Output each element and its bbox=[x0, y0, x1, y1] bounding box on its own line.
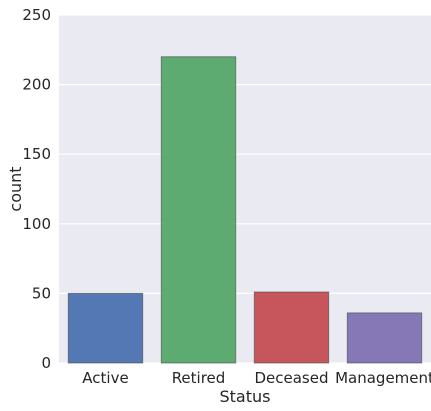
x-tick-label: Retired bbox=[172, 369, 226, 387]
bar-deceased bbox=[253, 291, 330, 364]
bar-management bbox=[346, 312, 423, 364]
x-tick-label: Active bbox=[82, 369, 128, 387]
x-tick-label: Deceased bbox=[254, 369, 328, 387]
bar-retired bbox=[160, 56, 237, 364]
bar-active bbox=[67, 292, 144, 364]
y-tick-label: 100 bbox=[22, 215, 51, 233]
bars bbox=[67, 56, 423, 364]
x-axis-ticks: Active Retired Deceased Management bbox=[82, 369, 431, 387]
y-tick-label: 50 bbox=[32, 284, 51, 302]
y-tick-label: 250 bbox=[22, 6, 51, 24]
y-axis-ticks: 0 50 100 150 200 250 bbox=[22, 6, 51, 372]
x-tick-label: Management bbox=[335, 369, 431, 387]
y-tick-label: 150 bbox=[22, 145, 51, 163]
y-axis-label: count bbox=[6, 166, 25, 211]
x-axis-label: Status bbox=[220, 387, 271, 406]
y-tick-label: 0 bbox=[41, 354, 51, 372]
y-tick-label: 200 bbox=[22, 76, 51, 94]
